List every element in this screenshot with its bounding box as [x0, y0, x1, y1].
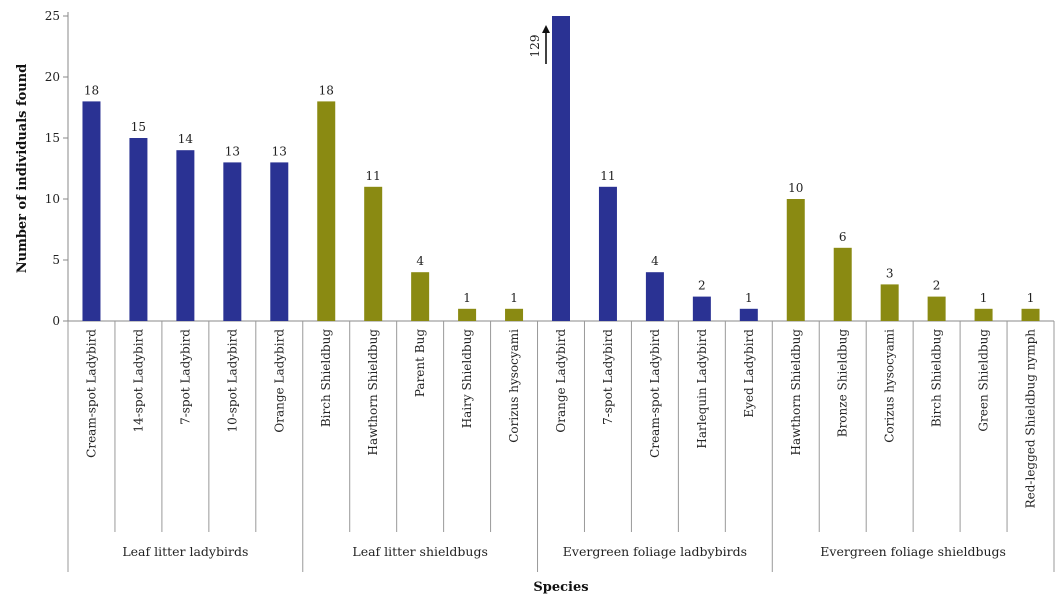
- y-tick-label: 15: [45, 131, 60, 145]
- data-label: 1: [745, 291, 753, 305]
- data-label: 13: [272, 144, 287, 158]
- data-label: 1: [1027, 291, 1035, 305]
- group-label: Evergreen foliage ladbybirds: [563, 544, 747, 559]
- y-axis-title: Number of individuals found: [15, 64, 30, 274]
- category-label: 14-spot Ladybird: [131, 329, 145, 433]
- data-label: 13: [225, 144, 240, 158]
- category-label: Hairy Shieldbug: [460, 329, 474, 429]
- category-label: Hawthorn Shieldbug: [366, 329, 380, 456]
- bar: [645, 272, 664, 321]
- data-label: 1: [980, 291, 988, 305]
- y-tick-label: 5: [52, 253, 60, 267]
- data-label: 11: [600, 169, 615, 183]
- category-label: Parent Bug: [413, 329, 427, 397]
- bar: [505, 308, 524, 321]
- bar: [317, 101, 336, 322]
- data-label: 3: [886, 266, 894, 280]
- category-label: Harlequin Ladybird: [695, 329, 709, 449]
- data-label: 11: [366, 169, 381, 183]
- category-label: 10-spot Ladybird: [225, 329, 239, 433]
- bar: [176, 150, 195, 321]
- group-label: Leaf litter shieldbugs: [352, 544, 487, 559]
- bar: [927, 296, 946, 321]
- bar: [364, 186, 383, 321]
- category-label: Corizus hysocyami: [507, 329, 521, 443]
- bar: [82, 101, 101, 322]
- bar: [692, 296, 711, 321]
- group-label: Evergreen foliage shieldbugs: [820, 544, 1006, 559]
- data-label: 1: [463, 291, 471, 305]
- category-label: Corizus hysocyami: [883, 329, 897, 443]
- data-label: 2: [698, 279, 706, 293]
- data-label: 4: [651, 254, 659, 268]
- overflow-arrow-head: [542, 25, 550, 33]
- data-label: 129: [528, 35, 542, 58]
- category-label: Bronze Shieldbug: [836, 329, 850, 438]
- bar: [552, 16, 570, 321]
- bar: [833, 247, 852, 321]
- y-tick-label: 10: [45, 192, 60, 206]
- data-label: 14: [178, 132, 194, 146]
- data-label: 4: [416, 254, 424, 268]
- y-tick-label: 20: [45, 70, 60, 84]
- category-label: Cream-spot Ladybird: [648, 329, 662, 458]
- data-label: 18: [84, 83, 99, 97]
- category-label: Orange Ladybird: [554, 329, 568, 433]
- bar: [598, 186, 617, 321]
- category-label: Eyed Ladybird: [742, 329, 756, 418]
- data-label: 1: [510, 291, 518, 305]
- data-label: 10: [788, 181, 803, 195]
- bar: [270, 162, 289, 321]
- bar: [739, 308, 758, 321]
- data-label: 18: [319, 83, 334, 97]
- data-label: 6: [839, 230, 847, 244]
- category-label: Cream-spot Ladybird: [84, 329, 98, 458]
- category-label: Green Shieldbug: [977, 329, 991, 432]
- bar: [129, 138, 148, 321]
- category-label: Orange Ladybird: [272, 329, 286, 433]
- category-label: 7-spot Ladybird: [178, 329, 192, 425]
- y-tick-label: 25: [45, 9, 60, 23]
- category-label: Birch Shieldbug: [930, 329, 944, 427]
- y-tick-label: 0: [52, 314, 60, 328]
- bar: [880, 284, 899, 321]
- category-label: 7-spot Ladybird: [601, 329, 615, 425]
- data-label: 2: [933, 279, 941, 293]
- category-label: Hawthorn Shieldbug: [789, 329, 803, 456]
- x-axis-title: Species: [533, 580, 588, 595]
- bar: [411, 272, 430, 321]
- bar: [223, 162, 242, 321]
- bar: [974, 308, 993, 321]
- group-label: Leaf litter ladybirds: [122, 544, 248, 559]
- data-label: 15: [131, 120, 146, 134]
- bar: [1021, 308, 1040, 321]
- category-label: Birch Shieldbug: [319, 329, 333, 427]
- category-label: Red-legged Shieldbug nymph: [1024, 329, 1038, 509]
- bar: [786, 199, 805, 321]
- bar: [458, 308, 477, 321]
